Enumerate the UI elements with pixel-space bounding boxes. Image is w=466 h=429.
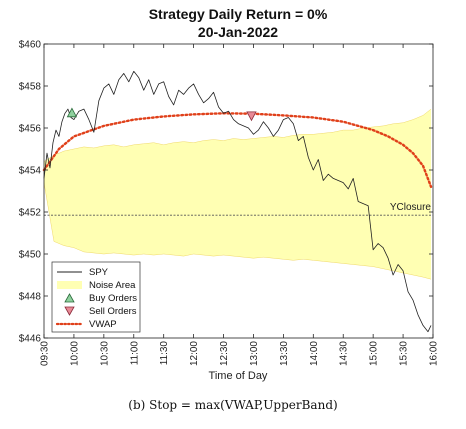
x-tick-label: 11:00 xyxy=(129,341,140,366)
x-tick-label: 14:00 xyxy=(309,341,320,366)
x-tick-label: 15:00 xyxy=(369,341,380,366)
x-tick-label: 16:00 xyxy=(429,341,440,366)
legend-sell-swatch xyxy=(64,306,75,316)
x-tick-label: 11:30 xyxy=(159,341,170,366)
yclosure-label: YClosure xyxy=(390,202,432,213)
x-tick-label: 09:30 xyxy=(40,341,51,366)
buy-order-marker xyxy=(66,107,78,118)
legend-noise-label: Noise Area xyxy=(89,280,136,291)
legend-vwap-label: VWAP xyxy=(89,319,117,330)
legend-spy-label: SPY xyxy=(89,267,109,278)
sell-order-marker xyxy=(246,111,257,122)
strategy-chart: Strategy Daily Return = 0% 20-Jan-2022 Y… xyxy=(19,6,440,382)
legend-sell-label: Sell Orders xyxy=(89,306,137,317)
y-tick-label: $446 xyxy=(19,334,42,345)
y-tick-label: $454 xyxy=(19,166,42,177)
x-axis-label: Time of Day xyxy=(209,370,268,382)
y-tick-label: $448 xyxy=(19,292,42,303)
x-tick-label: 10:30 xyxy=(99,341,110,366)
x-tick-label: 14:30 xyxy=(339,341,350,366)
noise-area-layer xyxy=(43,108,432,280)
spy-layer xyxy=(43,70,432,333)
x-tick-label: 13:00 xyxy=(249,341,260,366)
spy-line xyxy=(43,70,432,333)
y-axis: $446 $448 $450 $452 $454 $456 $458 $460 xyxy=(19,40,433,345)
x-axis: 09:30 10:00 10:30 11:00 11:30 12:00 12:30 13:00… xyxy=(40,44,440,366)
chart-subtitle: 20-Jan-2022 xyxy=(198,24,278,40)
figure-caption: (b) Stop = max(VWAP,UpperBand) xyxy=(128,398,338,412)
yclosure-layer: YClosure xyxy=(44,202,433,216)
legend-buy-swatch xyxy=(64,293,75,303)
x-tick-label: 12:00 xyxy=(189,341,200,366)
x-tick-label: 10:00 xyxy=(69,341,80,366)
y-tick-label: $456 xyxy=(19,124,42,135)
x-tick-label: 12:30 xyxy=(219,341,230,366)
noise-area-band xyxy=(44,109,432,280)
legend: SPY Noise Area Buy Orders Sell Orders VW… xyxy=(51,261,141,333)
y-tick-label: $460 xyxy=(19,40,42,51)
y-tick-label: $458 xyxy=(19,82,42,93)
x-tick-label: 13:30 xyxy=(279,341,290,366)
noise-lower-edge xyxy=(43,182,432,280)
legend-buy-label: Buy Orders xyxy=(89,293,137,304)
y-tick-label: $450 xyxy=(19,250,42,261)
order-markers-layer xyxy=(66,107,257,122)
chart-title: Strategy Daily Return = 0% xyxy=(149,6,328,22)
legend-box xyxy=(51,261,141,333)
x-tick-label: 15:30 xyxy=(399,341,410,366)
legend-noise-swatch xyxy=(57,281,82,289)
noise-upper-edge xyxy=(43,108,432,162)
plot-frame xyxy=(43,43,434,339)
y-tick-label: $452 xyxy=(19,208,42,219)
vwap-line xyxy=(42,112,433,188)
vwap-layer xyxy=(42,112,433,188)
